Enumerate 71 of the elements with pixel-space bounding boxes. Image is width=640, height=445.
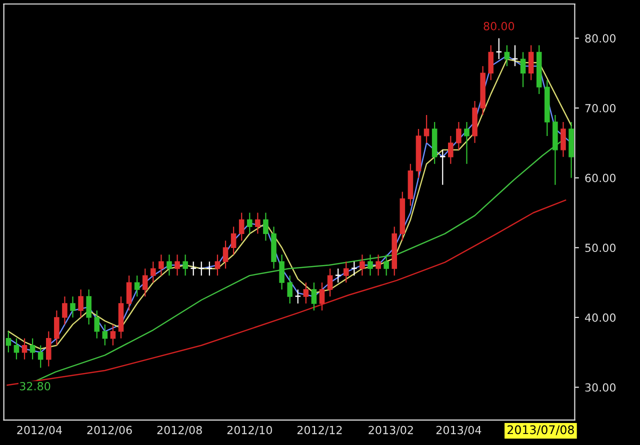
candlestick [247,212,252,234]
candlestick [528,44,534,81]
candlestick [182,254,188,276]
candlestick [368,254,373,276]
candlestick [46,330,52,367]
candlestick [311,282,317,312]
candlestick [134,275,140,298]
candlestick [110,324,116,346]
candlestick [174,254,180,276]
candlestick [30,338,36,360]
candlestick [263,212,268,242]
y-tick-label: 40.00 [584,313,616,322]
candlestick [520,52,526,88]
candlestick [327,268,333,298]
x-tick-label: 2012/06 [87,426,132,436]
candlestick [150,261,156,284]
x-tick-label: 2012/08 [157,426,202,436]
text: 2013/07/08 [508,425,574,436]
candlestick [335,268,341,284]
x-tick-label: 2013/02 [368,426,413,436]
candlestick [238,212,244,242]
x-tick-label: 2013/04 [436,426,482,436]
y-tick-label: 50.00 [585,244,616,252]
y-tick-label: 30.00 [585,383,616,392]
candlestick [166,254,172,276]
candlestick [384,254,389,276]
candlestick [456,121,462,150]
candlestick [295,288,301,304]
candlestick [230,226,236,256]
candlestick [319,282,325,312]
candlestick [6,330,12,353]
candlestick [343,261,349,284]
candlestick [38,344,44,368]
candlestick [303,282,309,304]
candlestick [142,268,148,298]
candlestick [448,135,454,164]
candlestick [488,44,494,81]
x-tick-label: 2012/04 [17,426,62,436]
candlestick [352,261,357,276]
candlestick [198,261,204,276]
candlestick [62,296,68,325]
x-tick-label: 2012/12 [297,426,342,436]
candlestick [279,254,284,290]
candlestick [190,261,196,276]
candlestick [22,338,28,360]
candlestick [560,121,566,158]
candlestick [206,261,212,276]
candlestick [70,296,76,318]
y-tick-label: 70.00 [585,104,616,112]
candlestick [78,288,84,318]
candlestick [94,310,100,339]
candlestick [255,212,260,234]
annotation: 80.00 [484,22,514,30]
candlestick [504,44,510,67]
candlestick [360,254,365,276]
candlestick [287,275,292,304]
annotation: 32.80 [20,382,50,390]
candlestick [54,310,60,346]
y-tick-label: 80.00 [585,34,616,43]
candlestick [102,324,108,346]
candlestick [126,275,132,312]
x-tick-label: 2012/10 [227,426,272,436]
candlestick [376,254,381,276]
candlestick [214,254,220,276]
candlestick [158,254,164,276]
candlestick [86,288,92,325]
y-tick-label: 60.00 [585,174,616,182]
candlestick [464,121,470,164]
candlestick [14,338,20,360]
candlestick [222,240,228,270]
candlestick [424,114,430,144]
